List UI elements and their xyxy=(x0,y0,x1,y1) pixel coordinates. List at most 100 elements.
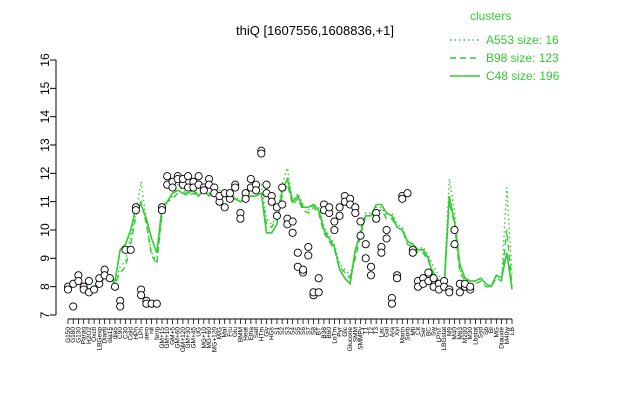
x-tick-label: S5 xyxy=(295,327,302,335)
x-tick-label: Cold xyxy=(128,327,135,341)
data-point xyxy=(231,183,240,192)
data-point xyxy=(225,189,234,198)
data-point xyxy=(74,276,83,286)
x-tick-label: G180 xyxy=(70,327,77,343)
data-point xyxy=(304,242,313,252)
y-tick-label: 10 xyxy=(38,223,52,237)
data-point xyxy=(325,203,334,212)
data-point xyxy=(288,228,297,237)
data-point xyxy=(335,203,344,212)
data-point xyxy=(272,211,281,220)
data-point xyxy=(330,225,339,235)
x-tick-label: SMM xyxy=(352,327,359,342)
data-point xyxy=(168,183,177,192)
y-tick-label: 11 xyxy=(38,195,52,208)
x-tick-label: BT xyxy=(316,327,323,335)
x-tick-label: Oxctl xyxy=(91,326,98,341)
x-tick-label: M40w xyxy=(504,327,511,345)
data-point xyxy=(251,186,261,195)
data-point xyxy=(184,172,193,181)
legend-label: A553 size: 16 xyxy=(486,33,559,47)
data-point xyxy=(90,285,99,294)
x-tick-label: nit xyxy=(149,327,156,334)
x-tick-label: GM+5 xyxy=(169,327,176,345)
data-point xyxy=(194,172,203,181)
axes: 7 8 9 10 11 12 13 14 15 16 xyxy=(38,53,57,318)
x-tick-label: Sw xyxy=(431,327,438,336)
data-point xyxy=(408,248,417,257)
x-tick-label: HGs xyxy=(269,326,276,340)
x-tick-label: LPhT xyxy=(436,327,443,343)
y-tick-label: 16 xyxy=(38,53,52,67)
data-point xyxy=(356,231,365,240)
data-point xyxy=(84,276,93,286)
data-point xyxy=(335,211,344,220)
data-point xyxy=(366,271,376,280)
data-point xyxy=(126,245,135,254)
x-tick-label: LPh xyxy=(138,327,145,339)
data-point xyxy=(116,302,125,311)
data-point xyxy=(377,248,386,257)
x-tick-label: MG+120 xyxy=(211,327,218,352)
x-tick-label: Glc xyxy=(342,326,349,337)
x-tick-label: dia15 xyxy=(107,327,114,343)
x-tick-label: C90 xyxy=(117,327,124,339)
x-tick-label: Gal xyxy=(384,326,391,337)
x-tick-label: Paraq xyxy=(81,327,88,345)
x-tick-label: S4 xyxy=(290,327,297,335)
x-tick-label: Fru xyxy=(227,327,234,337)
x-tick-label: GM+30 xyxy=(185,327,192,349)
x-tick-label: HPh xyxy=(133,327,140,340)
x-tick-label: S7 xyxy=(305,327,312,335)
x-tick-label: Salt xyxy=(253,327,260,338)
data-point xyxy=(387,299,396,308)
data-point xyxy=(220,203,229,212)
x-tick-label: Mtl xyxy=(410,326,417,335)
x-tick-label: GM+10 xyxy=(164,327,171,349)
data-point xyxy=(429,274,438,283)
x-tick-label: M200 xyxy=(462,327,469,344)
x-tick-label: Diauxie xyxy=(499,327,506,349)
legend-label: C48 size: 196 xyxy=(486,69,560,83)
data-point xyxy=(356,217,365,226)
data-point xyxy=(262,180,271,189)
x-tick-label: LB xyxy=(509,327,516,335)
x-tick-label: Ara xyxy=(389,327,396,338)
data-point xyxy=(241,194,250,203)
data-point xyxy=(63,285,73,294)
data-point xyxy=(450,225,459,235)
x-tick-label: LBGstat xyxy=(441,327,448,351)
data-point xyxy=(304,251,313,260)
x-tick-label: Mal xyxy=(222,326,229,337)
data-point xyxy=(199,186,208,195)
data-point xyxy=(445,288,454,297)
data-point xyxy=(137,291,146,300)
data-point xyxy=(382,225,391,235)
data-point xyxy=(278,200,287,209)
data-point xyxy=(314,274,323,283)
data-point xyxy=(257,149,266,158)
x-tick-label: Ssd xyxy=(478,327,485,339)
x-tick-label: T1 xyxy=(363,327,370,335)
data-point xyxy=(366,262,376,271)
data-point xyxy=(293,248,302,257)
x-tick-label: Ser xyxy=(420,326,427,337)
legend-label: B98 size: 123 xyxy=(486,51,559,65)
x-tick-label: Diami xyxy=(102,327,109,344)
x-tick-label: C30 xyxy=(122,327,129,339)
data-point xyxy=(361,254,370,263)
y-tick-label: 9 xyxy=(38,255,52,262)
x-tick-label: BI xyxy=(488,327,495,333)
data-point xyxy=(163,172,172,181)
data-points xyxy=(63,146,475,311)
x-axis-ticks: G150G180G130ParaqH2O2OxctlLBGexpDiamidia… xyxy=(65,318,516,352)
x-tick-label: Glucone xyxy=(347,327,354,352)
y-tick-label: 15 xyxy=(38,81,52,95)
x-tick-label: M/G xyxy=(216,327,223,339)
x-tick-label: MG+10 xyxy=(201,327,208,349)
x-tick-label: M9 xyxy=(446,327,453,336)
y-tick-label: 7 xyxy=(38,311,52,318)
chart-title: thiQ [1607556,1608836,+1] xyxy=(236,23,394,38)
data-point xyxy=(398,194,407,203)
data-point xyxy=(157,206,167,215)
